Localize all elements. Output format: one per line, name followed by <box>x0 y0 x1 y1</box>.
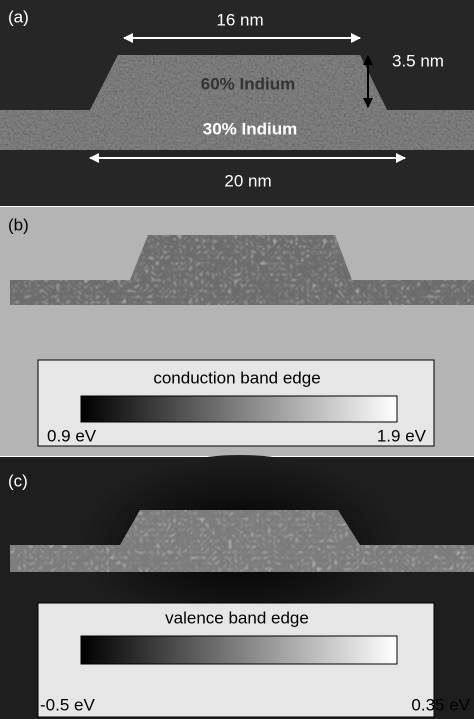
colorbar-min: -0.5 eV <box>40 695 95 714</box>
colorbar-max: 1.9 eV <box>377 426 427 445</box>
panel-label: (c) <box>8 471 28 490</box>
colorbar-max: 0.35 eV <box>411 695 470 714</box>
dimension-label: 20 nm <box>224 171 271 190</box>
layer-label: 30% Indium <box>203 119 297 138</box>
dimension-label: 3.5 nm <box>392 51 444 70</box>
layer-label: 60% Indium <box>201 74 295 93</box>
colorbar-title: conduction band edge <box>153 368 320 387</box>
colorbar <box>81 396 397 422</box>
dimension-label: 16 nm <box>216 10 263 29</box>
panel-b: (b) conduction band edge 0.9 eV 1.9 eV <box>0 207 474 456</box>
colorbar <box>81 636 397 664</box>
figure: (a) 16 nm 3.5 nm 60% Indium 30% Indium 2… <box>0 0 474 719</box>
panel-label: (a) <box>8 7 29 26</box>
colorbar-title: valence band edge <box>165 608 309 627</box>
panel-c: (c) valence band edge -0.5 eV 0.35 eV <box>0 455 474 719</box>
panel-label: (b) <box>8 215 29 234</box>
colorbar-min: 0.9 eV <box>47 426 97 445</box>
panel-a: (a) 16 nm 3.5 nm 60% Indium 30% Indium 2… <box>0 0 474 206</box>
